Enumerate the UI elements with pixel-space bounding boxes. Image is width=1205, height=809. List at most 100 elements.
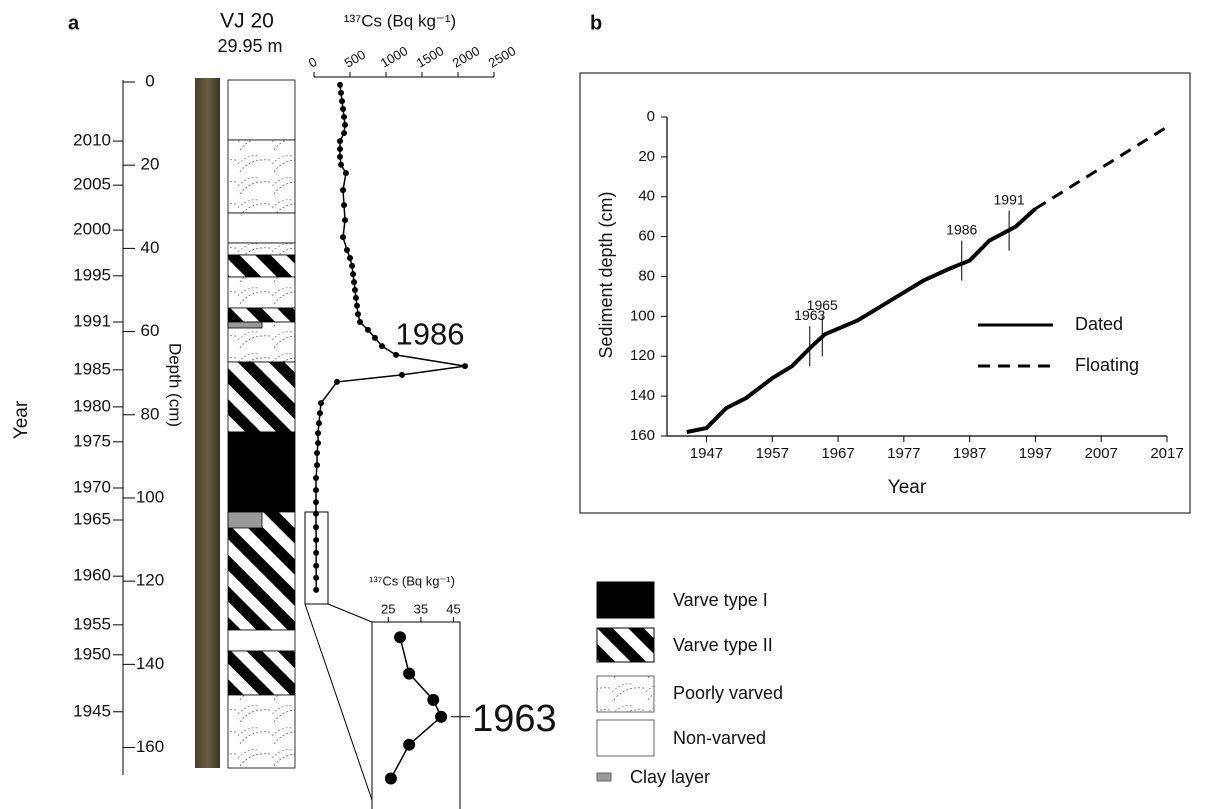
core-photo (195, 78, 220, 768)
data-point (353, 302, 360, 309)
x-tick-label: 25 (381, 601, 395, 616)
data-point (336, 138, 343, 145)
x-tick-label: 1500 (414, 43, 447, 70)
data-point (427, 693, 440, 706)
varve-type-2-unit (227, 361, 296, 433)
data-point (313, 549, 320, 556)
clay-layer (227, 511, 263, 529)
data-point (365, 326, 371, 333)
depth-tick-label: 80 (141, 404, 160, 423)
data-point (313, 536, 320, 543)
legend-label: Floating (1075, 355, 1139, 375)
year-tick-label: 2000 (73, 220, 111, 239)
y-tick-label: 160 (630, 427, 655, 444)
depth-axis-title: Depth (cm) (166, 343, 185, 427)
depth-tick-label: 140 (136, 654, 164, 673)
poorly-varved-unit (227, 242, 296, 256)
year-tick-label: 1955 (73, 614, 111, 633)
legend-label: Varve type II (673, 635, 773, 655)
data-point (357, 319, 364, 326)
data-point (313, 475, 320, 481)
data-point (314, 462, 321, 469)
varve-type-1-unit (227, 431, 296, 513)
y-axis-title: Sediment depth (cm) (596, 191, 616, 358)
year-tick-label: 1970 (73, 477, 111, 496)
depth-tick-label: 120 (136, 571, 164, 590)
year-tick-label: 1975 (73, 431, 111, 450)
panel-label: a (68, 12, 80, 34)
data-point (313, 499, 320, 506)
depth-tick-label: 40 (141, 238, 160, 257)
data-point (315, 430, 322, 437)
data-point (340, 106, 347, 113)
year-tick-label: 2005 (73, 175, 111, 194)
non-varved-unit (227, 79, 296, 141)
data-point (461, 363, 468, 370)
year-tick-label: 1991 (73, 311, 111, 330)
data-point (340, 234, 347, 241)
legend-swatch (596, 719, 655, 757)
depth-tick-label: 100 (136, 487, 164, 506)
y-tick-label: 40 (638, 188, 655, 205)
data-point (398, 371, 405, 378)
depth-tick-label: 0 (145, 71, 154, 90)
date-marker-label: 1986 (946, 221, 977, 237)
data-point (352, 294, 359, 301)
x-tick-label: 1000 (378, 43, 411, 70)
panel-b-frame (579, 72, 1191, 514)
data-point (315, 440, 322, 447)
data-point (351, 286, 358, 293)
data-point (313, 574, 320, 581)
data-point (339, 98, 346, 105)
date-marker-label: 1963 (794, 307, 825, 323)
x-tick-label: 2000 (450, 43, 483, 70)
x-tick-label: 1947 (690, 445, 723, 462)
data-point (435, 710, 448, 723)
data-point (313, 586, 320, 593)
data-point (338, 161, 344, 168)
y-tick-label: 140 (630, 387, 655, 404)
series-line (686, 207, 1037, 434)
legend-label: Dated (1075, 314, 1123, 334)
depth-tick-label: 160 (136, 737, 164, 756)
data-point (316, 410, 323, 417)
data-point (336, 153, 343, 160)
lithology-legend: Varve type I Varve type II Poorly varved… (596, 581, 783, 787)
legend-swatch (596, 675, 655, 713)
data-point (384, 772, 397, 785)
data-point (378, 343, 385, 350)
zoom-connector (327, 603, 373, 623)
data-point (313, 562, 320, 569)
poorly-varved-unit (227, 276, 296, 309)
data-point (350, 271, 357, 278)
data-point (351, 279, 358, 286)
y-tick-label: 0 (647, 108, 655, 125)
panel-label: b (590, 12, 602, 34)
non-varved-unit (227, 629, 296, 652)
legend-swatch (596, 581, 655, 619)
data-point (313, 524, 320, 531)
cs-axis-title: ¹³⁷Cs (Bq kg⁻¹) (344, 11, 456, 30)
x-axis-title: Year (888, 477, 927, 498)
year-tick-label: 1985 (73, 359, 111, 378)
depth-tick-label: 20 (141, 155, 160, 174)
peak-annotation: 1986 (395, 316, 464, 351)
year-tick-label: 1980 (73, 396, 111, 415)
date-marker-label: 1965 (807, 297, 838, 313)
data-point (347, 254, 353, 261)
site-name: VJ 20 (220, 10, 274, 33)
y-tick-label: 80 (638, 267, 655, 284)
x-tick-label: 2500 (486, 43, 519, 70)
zoom-connector (304, 603, 373, 801)
inset-axis-title: ¹³⁷Cs (Bq kg⁻¹) (369, 573, 455, 588)
y-tick-label: 60 (638, 228, 655, 245)
data-point (354, 311, 361, 318)
water-depth: 29.95 m (217, 36, 282, 56)
data-point (342, 217, 349, 224)
legend-label: Poorly varved (673, 683, 783, 703)
x-tick-label: 1977 (887, 445, 920, 462)
x-tick-label: 1997 (1019, 445, 1052, 462)
data-point (340, 187, 347, 194)
data-point (342, 121, 349, 128)
y-tick-label: 100 (630, 307, 655, 324)
